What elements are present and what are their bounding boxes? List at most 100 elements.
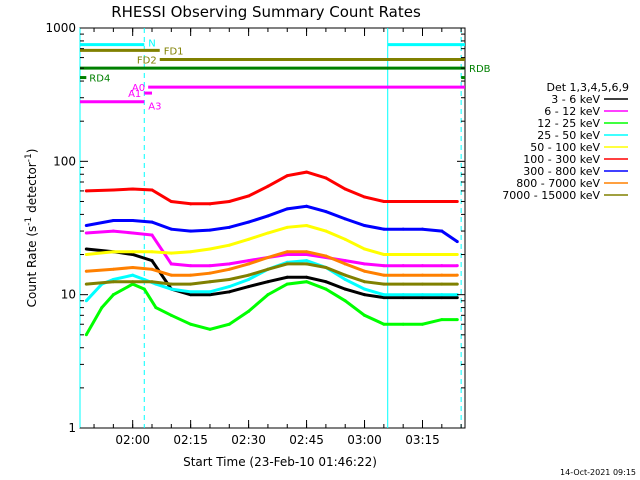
series-point: [84, 189, 88, 193]
series-point: [208, 293, 212, 297]
legend-label: 7000 - 15000 keV: [502, 189, 600, 202]
series-point: [150, 250, 154, 254]
series-point: [189, 202, 193, 206]
series-point: [401, 322, 405, 326]
series-point: [363, 224, 367, 228]
series-point: [150, 259, 154, 263]
series-point: [227, 262, 231, 266]
flag-label-a0: A0: [132, 83, 145, 94]
series-point: [84, 224, 88, 228]
series-point: [440, 282, 444, 286]
series-point: [363, 293, 367, 297]
series-point: [343, 299, 347, 303]
y-tick-label: 100: [53, 154, 76, 168]
series-line-4: [86, 223, 458, 256]
series-point: [131, 265, 135, 269]
series-point: [131, 218, 135, 222]
series-point: [111, 293, 115, 297]
x-tick-label: 02:30: [231, 433, 266, 447]
series-point: [189, 250, 193, 254]
series-point: [154, 306, 158, 310]
series-point: [420, 273, 424, 277]
series-point: [305, 259, 309, 263]
series-point: [440, 199, 444, 203]
series-point: [455, 240, 459, 244]
series-point: [420, 296, 424, 300]
series-point: [189, 229, 193, 233]
series-line-5: [86, 170, 458, 206]
series-point: [420, 264, 424, 268]
series-point: [343, 237, 347, 241]
series-point: [100, 306, 104, 310]
series-point: [84, 282, 88, 286]
y-tick-label: 1000: [45, 21, 76, 35]
series-point: [169, 199, 173, 203]
series-point: [169, 251, 173, 255]
series-point: [111, 229, 115, 233]
y-axis-label-mid: detector: [25, 162, 39, 217]
series-point: [324, 210, 328, 214]
series-point: [227, 199, 231, 203]
series-point: [440, 264, 444, 268]
series-point: [420, 282, 424, 286]
data-series: [84, 170, 459, 337]
series-point: [84, 247, 88, 251]
series-point: [305, 262, 309, 266]
series-point: [189, 264, 193, 268]
series-point: [247, 220, 251, 224]
series-point: [266, 214, 270, 218]
series-point: [343, 273, 347, 277]
chart-title: RHESSI Observing Summary Count Rates: [111, 3, 421, 21]
legend-label: 6 - 12 keV: [544, 105, 600, 118]
series-point: [455, 296, 459, 300]
series-point: [305, 275, 309, 279]
y-axis-label-sup1: -1: [24, 217, 34, 226]
series-point: [401, 282, 405, 286]
series-point: [343, 287, 347, 291]
series-point: [382, 296, 386, 300]
series-point: [401, 264, 405, 268]
series-point: [363, 287, 367, 291]
series-point: [305, 253, 309, 257]
series-point: [440, 273, 444, 277]
y-axis-ticks: 1 10 100 1000: [45, 21, 465, 435]
legend-label: 800 - 7000 keV: [516, 177, 600, 190]
series-point: [305, 250, 309, 254]
series-point: [150, 267, 154, 271]
series-line-1: [86, 229, 458, 268]
series-point: [227, 285, 231, 289]
series-point: [343, 217, 347, 221]
series-point: [382, 264, 386, 268]
series-point: [401, 253, 405, 257]
series-point: [324, 229, 328, 233]
series-point: [324, 265, 328, 269]
series-point: [169, 227, 173, 231]
series-point: [285, 253, 289, 257]
series-point: [285, 250, 289, 254]
series-point: [247, 194, 251, 198]
series-point: [382, 322, 386, 326]
series-point: [189, 282, 193, 286]
series-point: [382, 253, 386, 257]
series-point: [343, 259, 347, 263]
series-point: [111, 188, 115, 192]
series-line-7: [86, 250, 458, 277]
series-point: [111, 267, 115, 271]
series-point: [150, 280, 154, 284]
series-point: [169, 313, 173, 317]
series-point: [208, 247, 212, 251]
series-point: [84, 299, 88, 303]
series-point: [455, 199, 459, 203]
y-axis-label-main: Count Rate (s: [25, 226, 39, 308]
legend-label: 300 - 800 keV: [523, 165, 600, 178]
y-axis-label-end: ): [25, 149, 39, 154]
series-point: [84, 231, 88, 235]
series-point: [189, 273, 193, 277]
series-point: [111, 218, 115, 222]
series-point: [247, 273, 251, 277]
series-point: [440, 253, 444, 257]
series-point: [382, 282, 386, 286]
series-point: [420, 227, 424, 231]
series-point: [363, 262, 367, 266]
